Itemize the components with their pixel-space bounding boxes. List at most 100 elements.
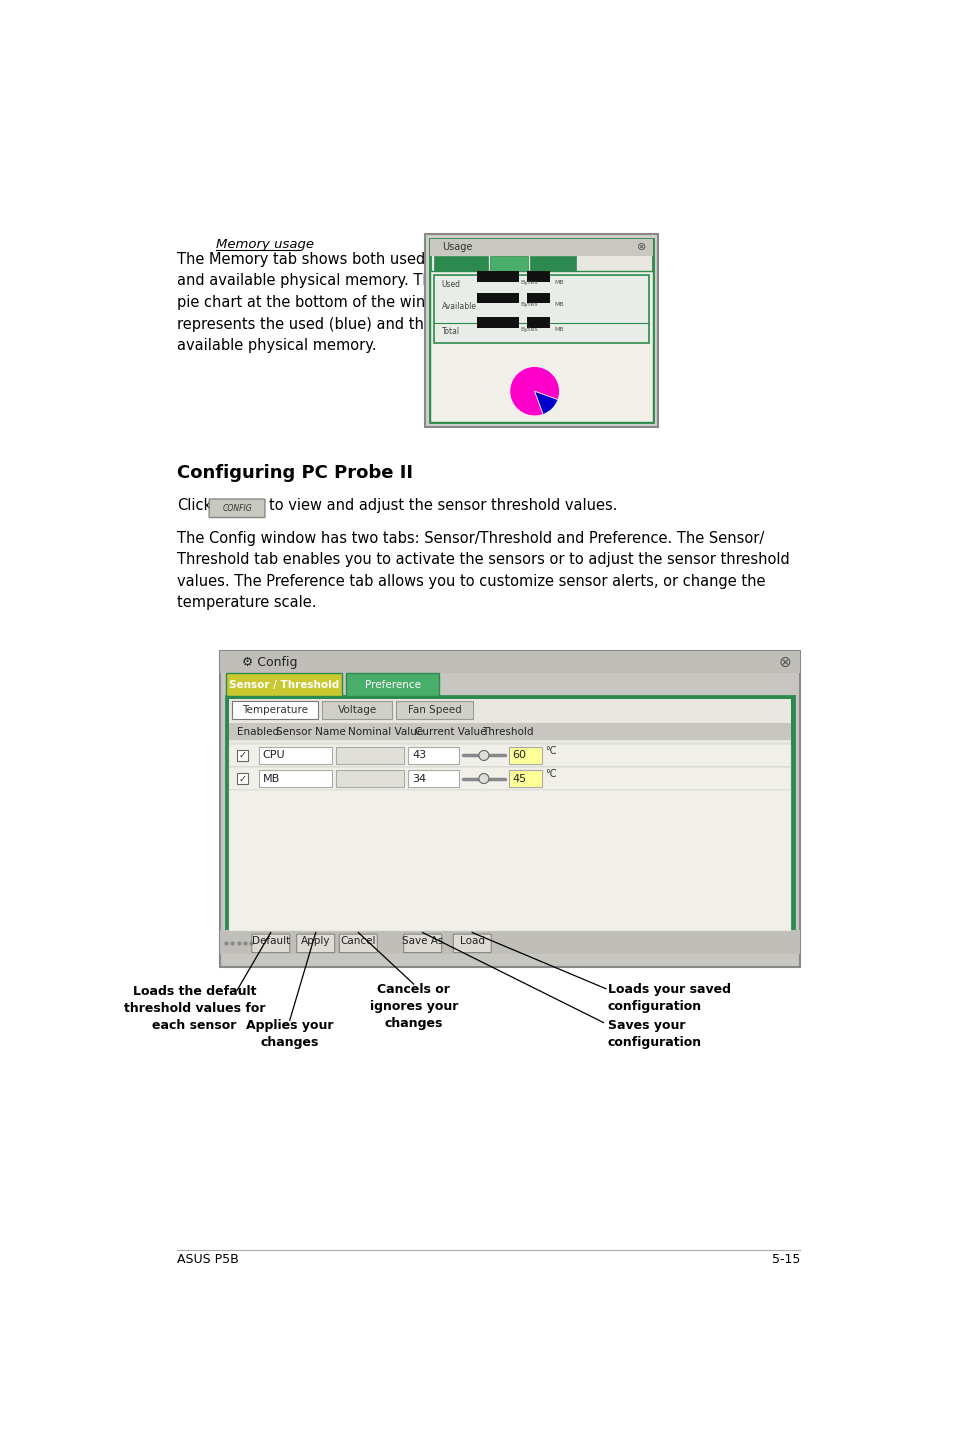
FancyBboxPatch shape bbox=[233, 700, 317, 719]
Text: ⚙ Config: ⚙ Config bbox=[241, 656, 297, 669]
Text: MB: MB bbox=[262, 774, 279, 784]
FancyBboxPatch shape bbox=[209, 499, 265, 518]
FancyBboxPatch shape bbox=[252, 935, 290, 952]
FancyBboxPatch shape bbox=[403, 935, 441, 952]
Text: ⊗: ⊗ bbox=[778, 654, 791, 670]
FancyBboxPatch shape bbox=[220, 930, 800, 953]
Text: Bytes: Bytes bbox=[520, 326, 537, 332]
Text: Fan Speed: Fan Speed bbox=[407, 705, 461, 715]
Text: Cancels or
ignores your
changes: Cancels or ignores your changes bbox=[369, 982, 457, 1030]
Text: Preference: Preference bbox=[364, 680, 420, 690]
FancyBboxPatch shape bbox=[229, 699, 790, 929]
Text: Current Value: Current Value bbox=[415, 726, 486, 736]
Text: 45: 45 bbox=[512, 774, 526, 784]
Text: °C: °C bbox=[545, 746, 557, 756]
Text: Available: Available bbox=[441, 302, 476, 311]
FancyBboxPatch shape bbox=[258, 746, 332, 764]
Circle shape bbox=[478, 774, 489, 784]
FancyBboxPatch shape bbox=[322, 700, 392, 719]
FancyBboxPatch shape bbox=[526, 272, 550, 282]
Text: Click: Click bbox=[177, 499, 213, 513]
FancyBboxPatch shape bbox=[509, 771, 541, 787]
FancyBboxPatch shape bbox=[408, 746, 458, 764]
FancyBboxPatch shape bbox=[226, 696, 794, 933]
Text: 5-15: 5-15 bbox=[771, 1252, 800, 1265]
FancyBboxPatch shape bbox=[236, 774, 248, 784]
FancyBboxPatch shape bbox=[229, 789, 790, 930]
FancyBboxPatch shape bbox=[489, 256, 528, 272]
FancyBboxPatch shape bbox=[346, 673, 439, 696]
Text: Loads the default
threshold values for
each sensor: Loads the default threshold values for e… bbox=[124, 985, 265, 1032]
FancyBboxPatch shape bbox=[425, 234, 658, 427]
FancyBboxPatch shape bbox=[434, 275, 649, 342]
Text: CONFIG: CONFIG bbox=[222, 503, 252, 513]
Text: ASUS P5B: ASUS P5B bbox=[177, 1252, 239, 1265]
FancyBboxPatch shape bbox=[220, 651, 800, 673]
FancyBboxPatch shape bbox=[220, 651, 800, 968]
FancyBboxPatch shape bbox=[296, 935, 335, 952]
FancyBboxPatch shape bbox=[526, 318, 550, 328]
Text: ⊗: ⊗ bbox=[637, 242, 645, 252]
Text: ✓: ✓ bbox=[238, 774, 246, 784]
Text: to view and adjust the sensor threshold values.: to view and adjust the sensor threshold … bbox=[269, 499, 617, 513]
FancyBboxPatch shape bbox=[226, 673, 342, 696]
FancyBboxPatch shape bbox=[395, 700, 473, 719]
Text: 60: 60 bbox=[512, 751, 526, 761]
FancyBboxPatch shape bbox=[339, 935, 377, 952]
Text: Voltage: Voltage bbox=[337, 705, 376, 715]
FancyBboxPatch shape bbox=[430, 239, 653, 421]
Text: Memory usage: Memory usage bbox=[216, 239, 314, 252]
Text: Nominal Value: Nominal Value bbox=[348, 726, 423, 736]
Text: Threshold: Threshold bbox=[481, 726, 533, 736]
FancyBboxPatch shape bbox=[526, 293, 550, 303]
Text: Total: Total bbox=[441, 326, 459, 335]
FancyBboxPatch shape bbox=[453, 935, 491, 952]
Wedge shape bbox=[534, 391, 558, 414]
FancyBboxPatch shape bbox=[476, 272, 518, 282]
Text: The Config window has two tabs: Sensor/Threshold and Preference. The Sensor/
Thr: The Config window has two tabs: Sensor/T… bbox=[177, 531, 789, 610]
Text: ✓: ✓ bbox=[238, 751, 246, 761]
Text: Loads your saved
configuration: Loads your saved configuration bbox=[607, 982, 730, 1012]
Text: Bytes: Bytes bbox=[520, 302, 537, 306]
FancyBboxPatch shape bbox=[430, 272, 653, 421]
FancyBboxPatch shape bbox=[335, 771, 404, 787]
Text: °C: °C bbox=[545, 769, 557, 779]
Text: Apply: Apply bbox=[300, 936, 330, 946]
FancyBboxPatch shape bbox=[335, 746, 404, 764]
FancyBboxPatch shape bbox=[408, 771, 458, 787]
FancyBboxPatch shape bbox=[258, 771, 332, 787]
Text: Cancel: Cancel bbox=[340, 936, 375, 946]
FancyBboxPatch shape bbox=[530, 256, 576, 272]
Circle shape bbox=[478, 751, 489, 761]
FancyBboxPatch shape bbox=[229, 723, 790, 741]
Text: Enabled: Enabled bbox=[236, 726, 279, 736]
Text: MB: MB bbox=[554, 302, 563, 306]
Text: 34: 34 bbox=[412, 774, 426, 784]
Text: Sensor Name: Sensor Name bbox=[275, 726, 345, 736]
FancyBboxPatch shape bbox=[430, 239, 653, 256]
Wedge shape bbox=[509, 367, 558, 416]
Text: Bytes: Bytes bbox=[520, 280, 537, 285]
Text: 43: 43 bbox=[412, 751, 426, 761]
Text: Configuring PC Probe II: Configuring PC Probe II bbox=[177, 463, 413, 482]
Text: Used: Used bbox=[441, 280, 460, 289]
Text: MB: MB bbox=[554, 280, 563, 285]
FancyBboxPatch shape bbox=[476, 318, 518, 328]
FancyBboxPatch shape bbox=[509, 746, 541, 764]
FancyBboxPatch shape bbox=[434, 256, 488, 272]
Text: Load: Load bbox=[459, 936, 484, 946]
Text: Usage: Usage bbox=[441, 242, 472, 252]
Text: MB: MB bbox=[554, 326, 563, 332]
Text: Sensor / Threshold: Sensor / Threshold bbox=[229, 680, 339, 690]
Text: Save As: Save As bbox=[401, 936, 443, 946]
Text: Applies your
changes: Applies your changes bbox=[246, 1018, 334, 1048]
Text: The Memory tab shows both used
and available physical memory. The
pie chart at t: The Memory tab shows both used and avail… bbox=[177, 252, 456, 354]
Text: Saves your
configuration: Saves your configuration bbox=[607, 1018, 700, 1048]
Text: CPU: CPU bbox=[262, 751, 285, 761]
FancyBboxPatch shape bbox=[236, 751, 248, 761]
Text: Temperature: Temperature bbox=[242, 705, 308, 715]
FancyBboxPatch shape bbox=[229, 743, 790, 766]
FancyBboxPatch shape bbox=[476, 293, 518, 303]
FancyBboxPatch shape bbox=[229, 766, 790, 789]
Text: Default: Default bbox=[252, 936, 290, 946]
